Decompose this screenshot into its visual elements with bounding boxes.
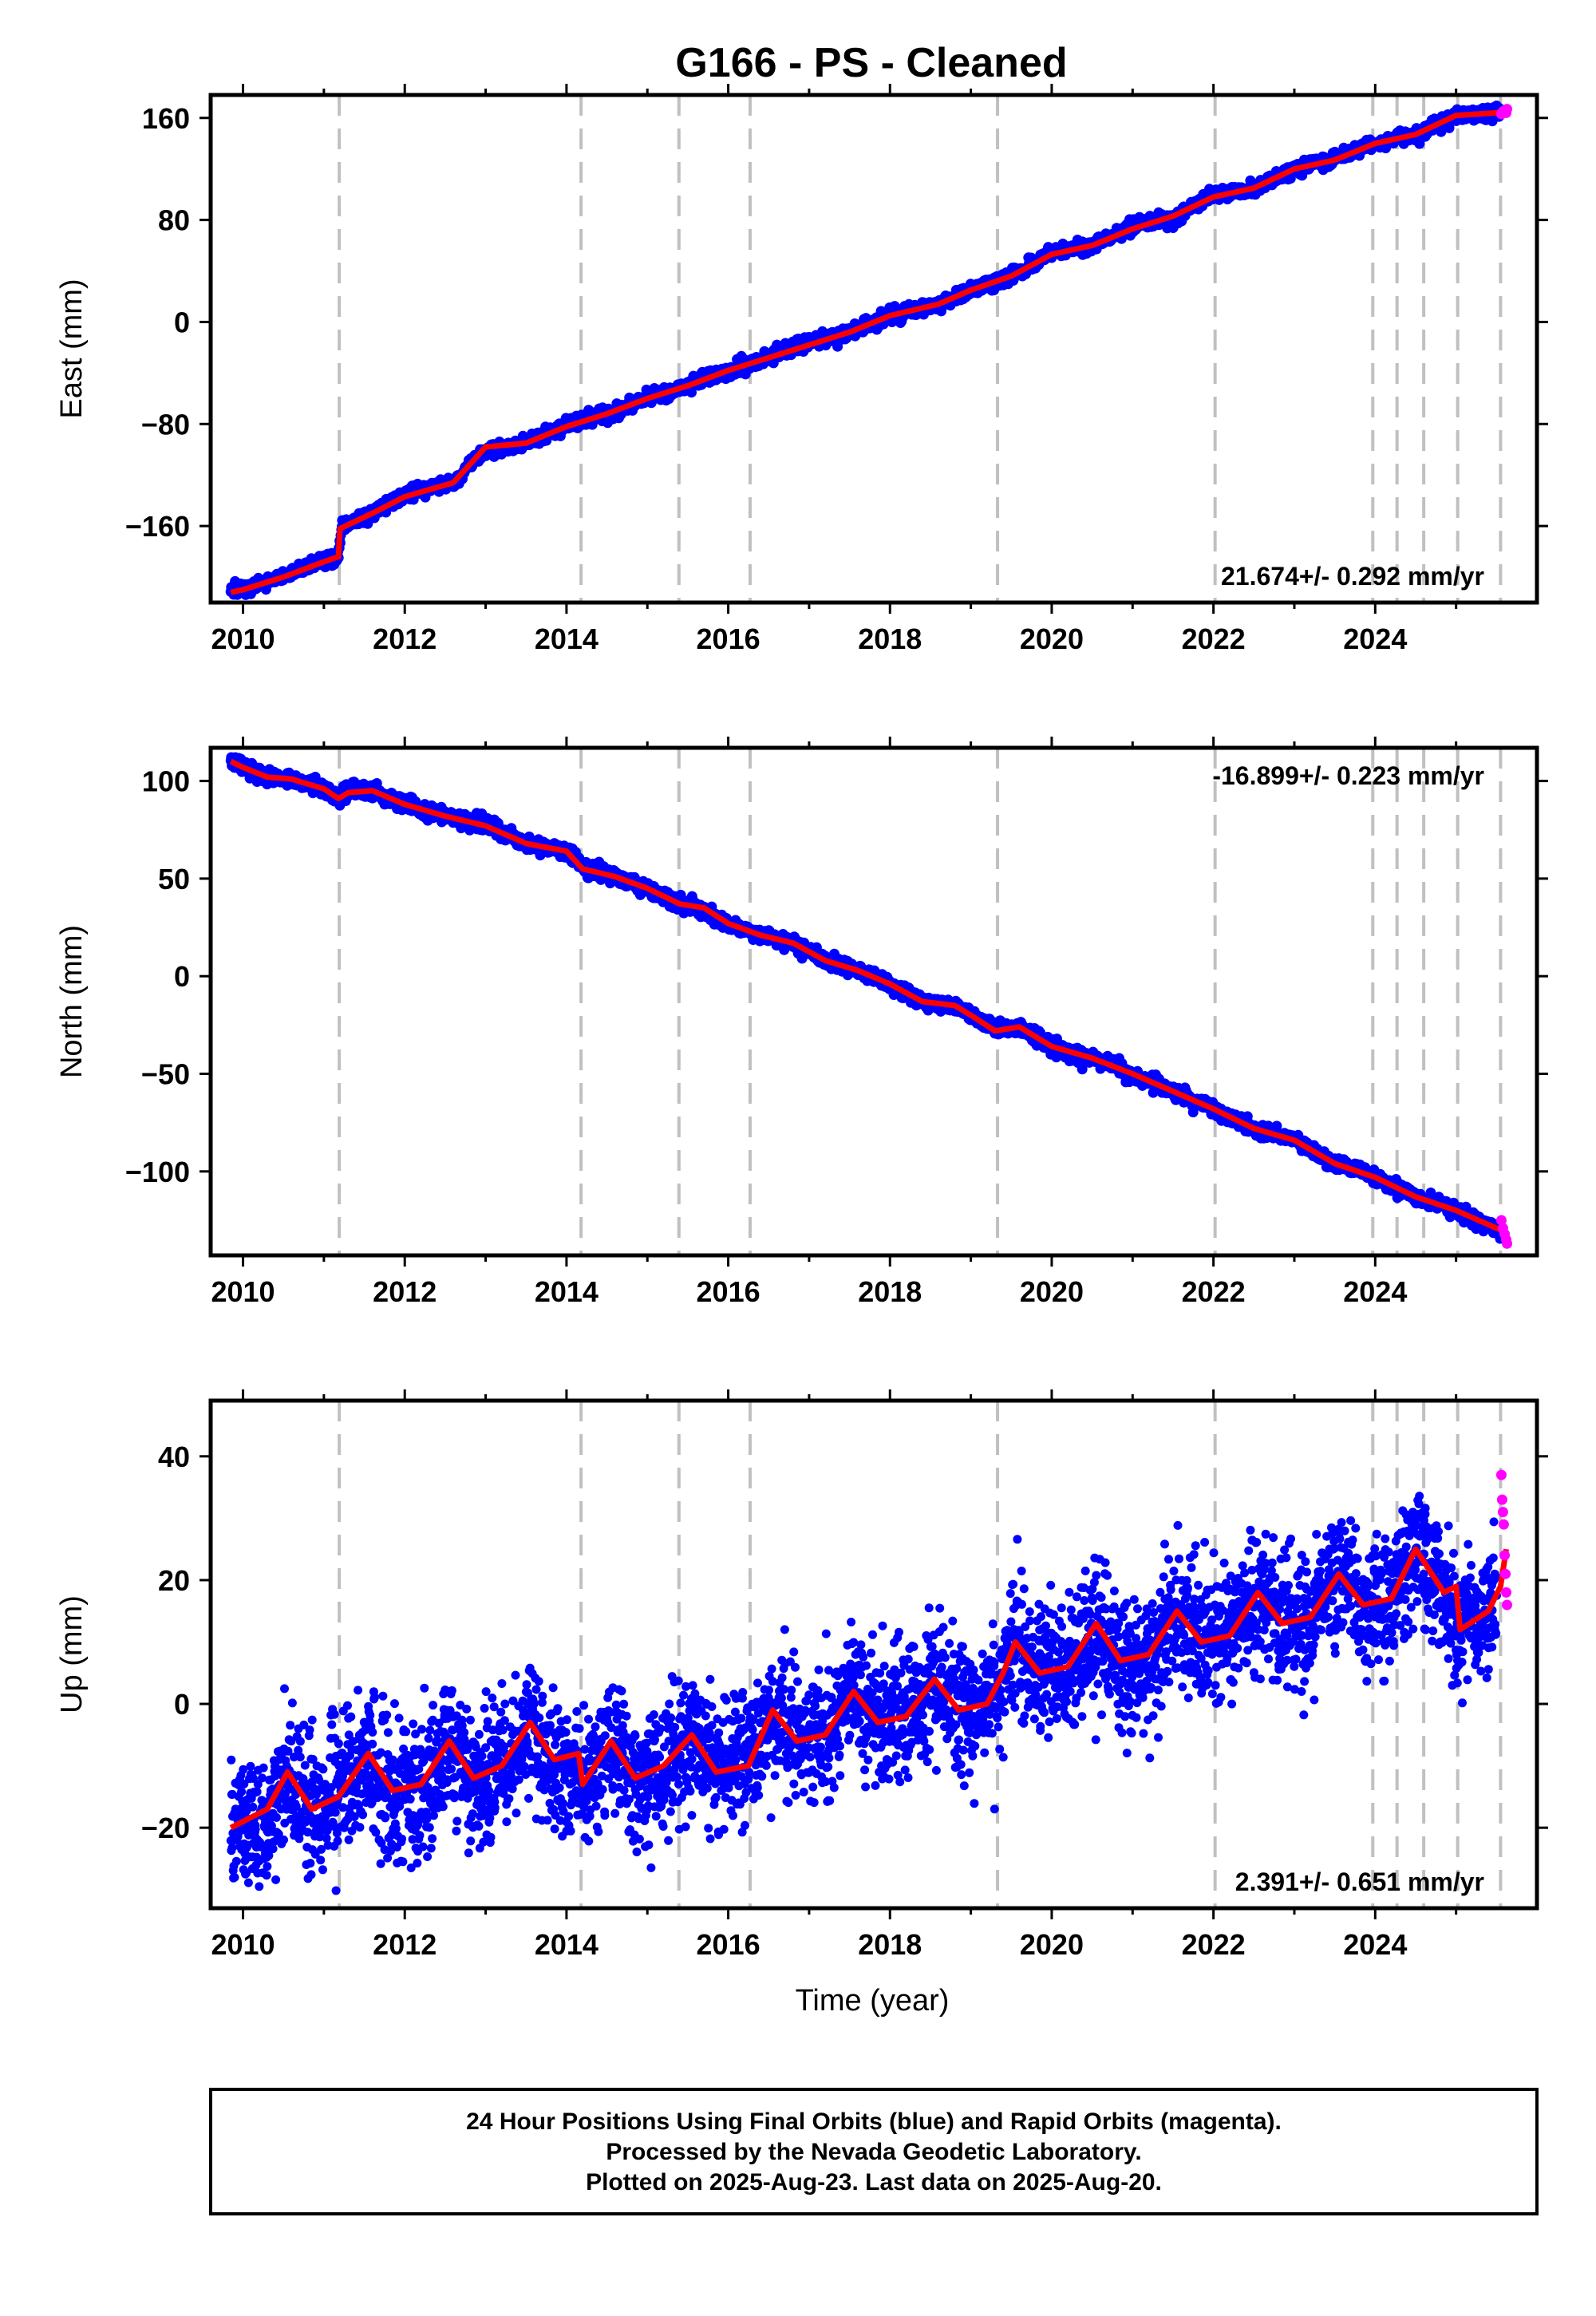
y-axis-label: East (mm) <box>55 279 89 418</box>
x-tick-label: 2024 <box>1343 622 1407 655</box>
x-tick-label: 2014 <box>535 622 598 655</box>
y-tick-label: −80 <box>141 408 190 441</box>
y-tick-label: 80 <box>158 204 190 237</box>
x-tick-label: 2010 <box>211 622 275 655</box>
x-tick-label: 2020 <box>1020 622 1084 655</box>
plot-area <box>225 95 1512 603</box>
x-tick-label: 2016 <box>697 622 760 655</box>
final-orbit-point <box>1444 122 1455 133</box>
y-tick-label: 160 <box>142 102 190 135</box>
final-orbit-point <box>1077 1064 1088 1075</box>
plot-area <box>225 748 1512 1255</box>
rapid-orbit-point <box>1502 104 1512 115</box>
x-tick-label: 2022 <box>1182 622 1246 655</box>
rapid-orbit-points <box>1495 104 1512 120</box>
model-fit-line <box>230 107 1508 595</box>
axes-frame <box>208 93 1539 605</box>
x-tick-label: 2018 <box>858 622 922 655</box>
east-panel: 2010 2012 2014 2016 2018 2020 2022 2024 −160 −80 0… <box>55 84 1548 655</box>
rate-annotation: 21.674+/- 0.292 mm/yr <box>1221 562 1484 591</box>
y-tick-label: −160 <box>125 510 190 543</box>
north-panel: 2010 2012 2014 2016 2018 2020 2022 2024−100−500… <box>55 737 1548 1308</box>
final-orbit-point <box>1271 1120 1282 1132</box>
x-tick-label: 2012 <box>373 622 437 655</box>
final-orbit-point <box>1414 138 1425 149</box>
y-tick-label: 0 <box>174 306 190 338</box>
chart-title: G166 - PS - Cleaned <box>675 40 1067 86</box>
